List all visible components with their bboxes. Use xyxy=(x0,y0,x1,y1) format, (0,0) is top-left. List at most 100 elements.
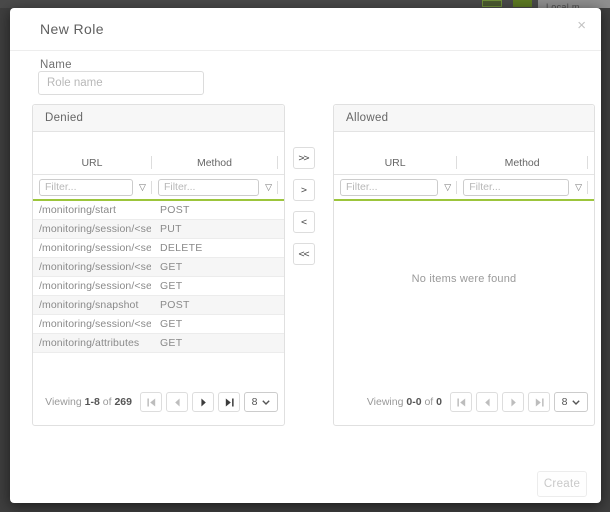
method-cell: GET xyxy=(159,337,183,349)
close-icon[interactable]: × xyxy=(577,17,586,34)
allowed-grid: URL Method ▽ ▽ xyxy=(334,151,594,201)
url-cell: /monitoring/session/<se... xyxy=(39,318,151,330)
denied-url-filter-input[interactable] xyxy=(39,178,134,196)
page-size-select[interactable]: 8 xyxy=(554,392,588,412)
new-role-dialog: New Role × Name Denied URL Method ▽ xyxy=(10,8,601,503)
background-green-outline-button xyxy=(482,0,502,7)
method-cell: PUT xyxy=(159,223,182,235)
name-label: Name xyxy=(40,59,72,71)
table-row[interactable]: /monitoring/snapshot POST xyxy=(33,296,284,315)
transfer-controls: >> > < << xyxy=(293,147,315,265)
allowed-method-filter-input[interactable] xyxy=(463,178,570,196)
move-all-left-button[interactable]: << xyxy=(293,243,315,265)
empty-state-message: No items were found xyxy=(411,273,517,285)
url-cell: /monitoring/snapshot xyxy=(39,299,139,311)
create-button[interactable]: Create xyxy=(537,471,587,497)
viewing-of: of xyxy=(424,396,434,408)
column-divider xyxy=(456,180,458,194)
table-row[interactable]: /monitoring/session/<se... GET xyxy=(33,258,284,277)
allowed-panel: Allowed URL Method ▽ ▽ xyxy=(333,104,595,426)
first-page-button[interactable] xyxy=(450,392,472,412)
denied-filter-row: ▽ ▽ xyxy=(33,175,284,199)
filter-accent-line xyxy=(334,199,594,201)
allowed-url-filter-input[interactable] xyxy=(340,178,439,196)
filter-funnel-icon[interactable]: ▽ xyxy=(139,181,146,192)
table-row[interactable]: /monitoring/session/<se... GET xyxy=(33,277,284,296)
denied-panel-title: Denied xyxy=(33,105,284,132)
allowed-method-filter-group: ▽ xyxy=(457,178,587,196)
table-row[interactable]: /monitoring/session/<se... DELETE xyxy=(33,239,284,258)
viewing-total: 0 xyxy=(436,396,442,408)
viewing-of: of xyxy=(102,396,112,408)
table-row[interactable]: /monitoring/start POST xyxy=(33,201,284,220)
denied-url-filter-group: ▽ xyxy=(33,178,151,196)
method-cell: GET xyxy=(159,318,183,330)
allowed-viewing-status: Viewing 0-0 of 0 xyxy=(367,396,442,408)
url-cell: /monitoring/session/<se... xyxy=(39,242,151,254)
background-label-text: Local m xyxy=(546,2,580,8)
table-row[interactable]: /monitoring/attributes GET xyxy=(33,334,284,353)
chevron-down-icon xyxy=(262,399,271,405)
move-right-button[interactable]: > xyxy=(293,179,315,201)
move-all-right-button[interactable]: >> xyxy=(293,147,315,169)
viewing-label: Viewing xyxy=(45,396,82,408)
dimmed-background xyxy=(0,0,610,8)
column-divider xyxy=(456,156,458,169)
denied-method-filter-input[interactable] xyxy=(157,178,260,196)
page-size-select[interactable]: 8 xyxy=(244,392,278,412)
denied-panel: Denied URL Method ▽ ▽ xyxy=(32,104,285,426)
first-page-button[interactable] xyxy=(140,392,162,412)
dialog-header: New Role × xyxy=(10,8,601,51)
denied-rows: /monitoring/start POST /monitoring/sessio… xyxy=(33,201,284,353)
previous-page-button[interactable] xyxy=(166,392,188,412)
previous-page-button[interactable] xyxy=(476,392,498,412)
dialog-title: New Role xyxy=(40,21,104,37)
url-cell: /monitoring/session/<se... xyxy=(39,261,151,273)
column-divider xyxy=(150,156,152,169)
background-label: Local m xyxy=(538,0,610,8)
url-cell: /monitoring/session/<se... xyxy=(39,280,151,292)
denied-method-column-header[interactable]: Method xyxy=(196,156,232,169)
filter-funnel-icon[interactable]: ▽ xyxy=(575,181,582,192)
url-cell: /monitoring/attributes xyxy=(39,337,140,349)
allowed-url-filter-group: ▽ xyxy=(334,178,456,196)
role-name-input[interactable] xyxy=(38,71,204,95)
allowed-filter-row: ▽ ▽ xyxy=(334,175,594,199)
table-row[interactable]: /monitoring/session/<se... GET xyxy=(33,315,284,334)
method-cell: GET xyxy=(159,280,183,292)
allowed-grid-header: URL Method xyxy=(334,151,594,175)
filter-accent-line xyxy=(33,199,284,201)
last-page-button[interactable] xyxy=(528,392,550,412)
table-row[interactable]: /monitoring/session/<se... PUT xyxy=(33,220,284,239)
column-divider xyxy=(587,156,588,169)
allowed-url-column-header[interactable]: URL xyxy=(384,156,406,169)
viewing-total: 269 xyxy=(114,396,132,408)
denied-pagination: Viewing 1-8 of 269 8 xyxy=(45,392,278,412)
url-cell: /monitoring/start xyxy=(39,204,116,216)
next-page-button[interactable] xyxy=(192,392,214,412)
background-green-button xyxy=(513,0,532,7)
page-size-value: 8 xyxy=(561,396,568,408)
allowed-pagination: Viewing 0-0 of 0 8 xyxy=(367,392,588,412)
filter-funnel-icon[interactable]: ▽ xyxy=(265,181,272,192)
column-divider xyxy=(277,180,278,194)
allowed-method-column-header[interactable]: Method xyxy=(504,156,540,169)
move-left-button[interactable]: < xyxy=(293,211,315,233)
viewing-label: Viewing xyxy=(366,396,404,408)
column-divider xyxy=(587,180,588,194)
column-divider xyxy=(277,156,278,169)
url-cell: /monitoring/session/<se... xyxy=(39,223,151,235)
denied-viewing-status: Viewing 1-8 of 269 xyxy=(45,396,132,408)
allowed-panel-title: Allowed xyxy=(334,105,594,132)
viewing-range: 0-0 xyxy=(406,396,422,408)
filter-funnel-icon[interactable]: ▽ xyxy=(444,181,452,192)
method-cell: GET xyxy=(159,261,183,273)
denied-url-column-header[interactable]: URL xyxy=(81,156,103,169)
denied-grid: URL Method ▽ ▽ /m xyxy=(33,151,284,353)
last-page-button[interactable] xyxy=(218,392,240,412)
method-cell: POST xyxy=(159,204,190,216)
column-divider xyxy=(150,180,152,194)
next-page-button[interactable] xyxy=(502,392,524,412)
method-cell: POST xyxy=(159,299,190,311)
viewing-range: 1-8 xyxy=(84,396,100,408)
